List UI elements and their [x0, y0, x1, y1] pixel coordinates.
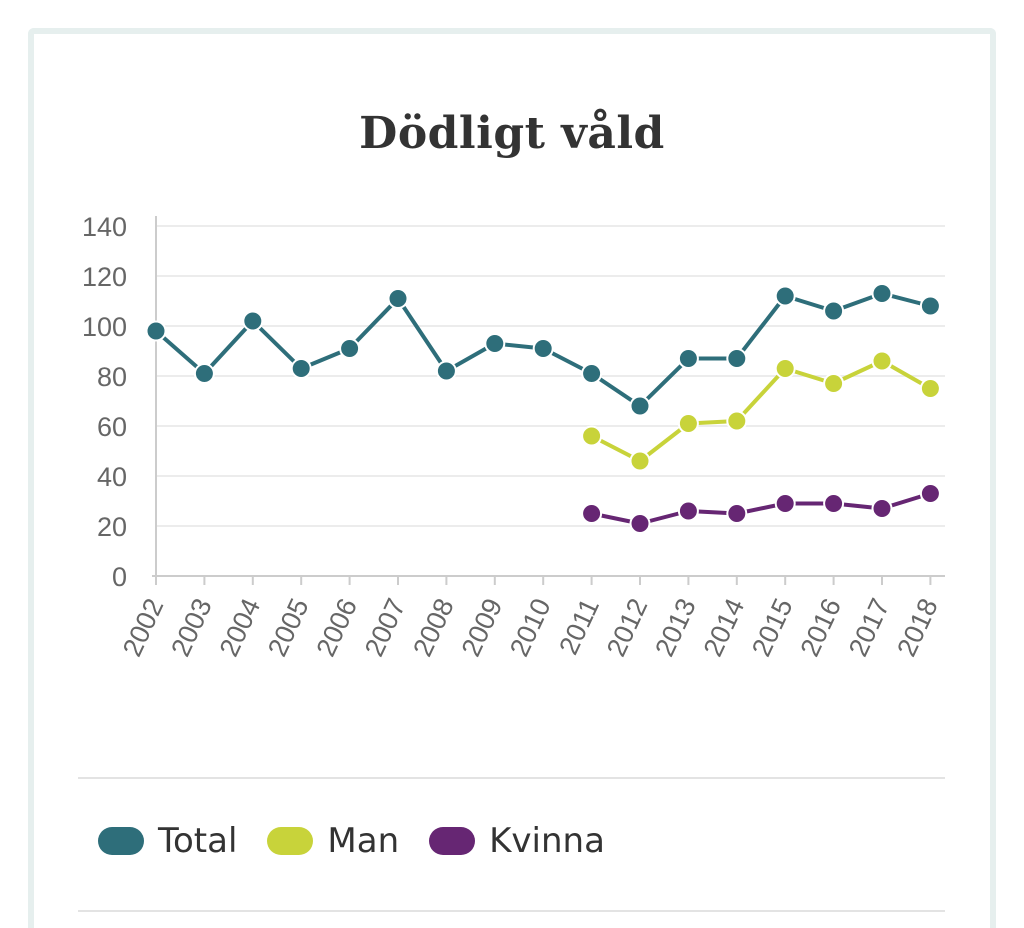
y-tick-label: 100 [82, 312, 127, 342]
data-point-man-2011[interactable] [581, 425, 603, 447]
data-point-man-2014[interactable] [726, 410, 748, 432]
data-point-kvinna-2015[interactable] [774, 493, 796, 514]
legend-divider-top [78, 777, 945, 779]
x-tick-label: 2003 [165, 594, 218, 661]
legend-label-kvinna: Kvinna [489, 821, 605, 861]
data-point-total-2008[interactable] [435, 360, 457, 382]
legend-item-man[interactable]: Man [267, 821, 399, 861]
data-point-total-2014[interactable] [726, 348, 748, 369]
x-tick-label: 2011 [553, 594, 605, 659]
x-tick-label: 2008 [407, 594, 460, 661]
grid-layer [156, 225, 945, 527]
y-tick-label: 20 [97, 512, 127, 542]
data-point-kvinna-2014[interactable] [726, 503, 748, 524]
x-tick-label: 2005 [262, 594, 315, 661]
data-point-kvinna-2018[interactable] [919, 483, 941, 504]
data-point-total-2009[interactable] [484, 333, 506, 354]
axis-layer: 0204060801001201402002200320042005200620… [82, 212, 945, 661]
data-point-man-2017[interactable] [871, 350, 893, 372]
data-point-total-2005[interactable] [290, 358, 312, 379]
data-point-kvinna-2017[interactable] [871, 498, 893, 519]
x-tick-label: 2004 [214, 594, 267, 661]
x-tick-label: 2006 [310, 594, 363, 661]
data-point-kvinna-2013[interactable] [677, 500, 699, 522]
legend-item-kvinna[interactable]: Kvinna [429, 821, 605, 861]
data-point-man-2015[interactable] [774, 358, 796, 379]
data-point-man-2013[interactable] [677, 413, 699, 434]
legend-item-total[interactable]: Total [98, 821, 237, 861]
legend-label-man: Man [327, 821, 400, 861]
data-point-total-2010[interactable] [532, 338, 554, 359]
data-point-kvinna-2011[interactable] [581, 503, 603, 524]
y-tick-label: 140 [82, 212, 127, 242]
x-tick-label: 2009 [456, 594, 509, 661]
x-tick-label: 2014 [698, 594, 751, 661]
data-point-man-2012[interactable] [629, 450, 651, 472]
data-point-kvinna-2012[interactable] [629, 513, 651, 534]
y-tick-label: 120 [82, 262, 127, 292]
x-tick-label: 2012 [601, 594, 654, 661]
chart-title: Dödligt våld [359, 108, 665, 159]
y-tick-label: 80 [97, 362, 127, 392]
series-layer [145, 283, 941, 534]
x-tick-label: 2002 [117, 594, 170, 661]
legend-swatch-total [98, 827, 144, 855]
data-point-total-2015[interactable] [774, 285, 796, 307]
data-point-total-2012[interactable] [629, 395, 651, 417]
legend-label-total: Total [158, 821, 238, 861]
data-point-total-2006[interactable] [339, 338, 361, 359]
legend-divider-bottom [78, 910, 945, 912]
x-tick-label: 2015 [746, 594, 799, 661]
data-point-total-2004[interactable] [242, 310, 264, 332]
data-point-total-2003[interactable] [193, 363, 215, 384]
legend-swatch-kvinna [429, 827, 476, 855]
legend-swatch-man [267, 827, 314, 855]
data-point-total-2018[interactable] [919, 295, 941, 317]
y-tick-label: 40 [97, 462, 127, 492]
x-tick-label: 2007 [359, 594, 412, 661]
data-point-total-2013[interactable] [677, 348, 699, 369]
data-point-total-2007[interactable] [387, 288, 409, 309]
y-tick-label: 60 [97, 412, 127, 442]
data-point-total-2017[interactable] [871, 283, 893, 304]
legend: Total Man Kvinna [98, 816, 635, 866]
data-point-man-2018[interactable] [919, 378, 941, 399]
x-tick-label: 2010 [504, 594, 557, 661]
y-tick-label: 0 [112, 562, 127, 592]
data-point-total-2016[interactable] [823, 300, 845, 322]
x-tick-label: 2013 [649, 594, 702, 661]
data-point-total-2011[interactable] [581, 363, 603, 384]
data-point-total-2002[interactable] [145, 320, 167, 342]
x-tick-label: 2017 [843, 594, 896, 661]
data-point-man-2016[interactable] [823, 373, 845, 394]
data-point-kvinna-2016[interactable] [823, 493, 845, 514]
x-tick-label: 2018 [891, 594, 944, 661]
x-tick-label: 2016 [794, 594, 847, 661]
